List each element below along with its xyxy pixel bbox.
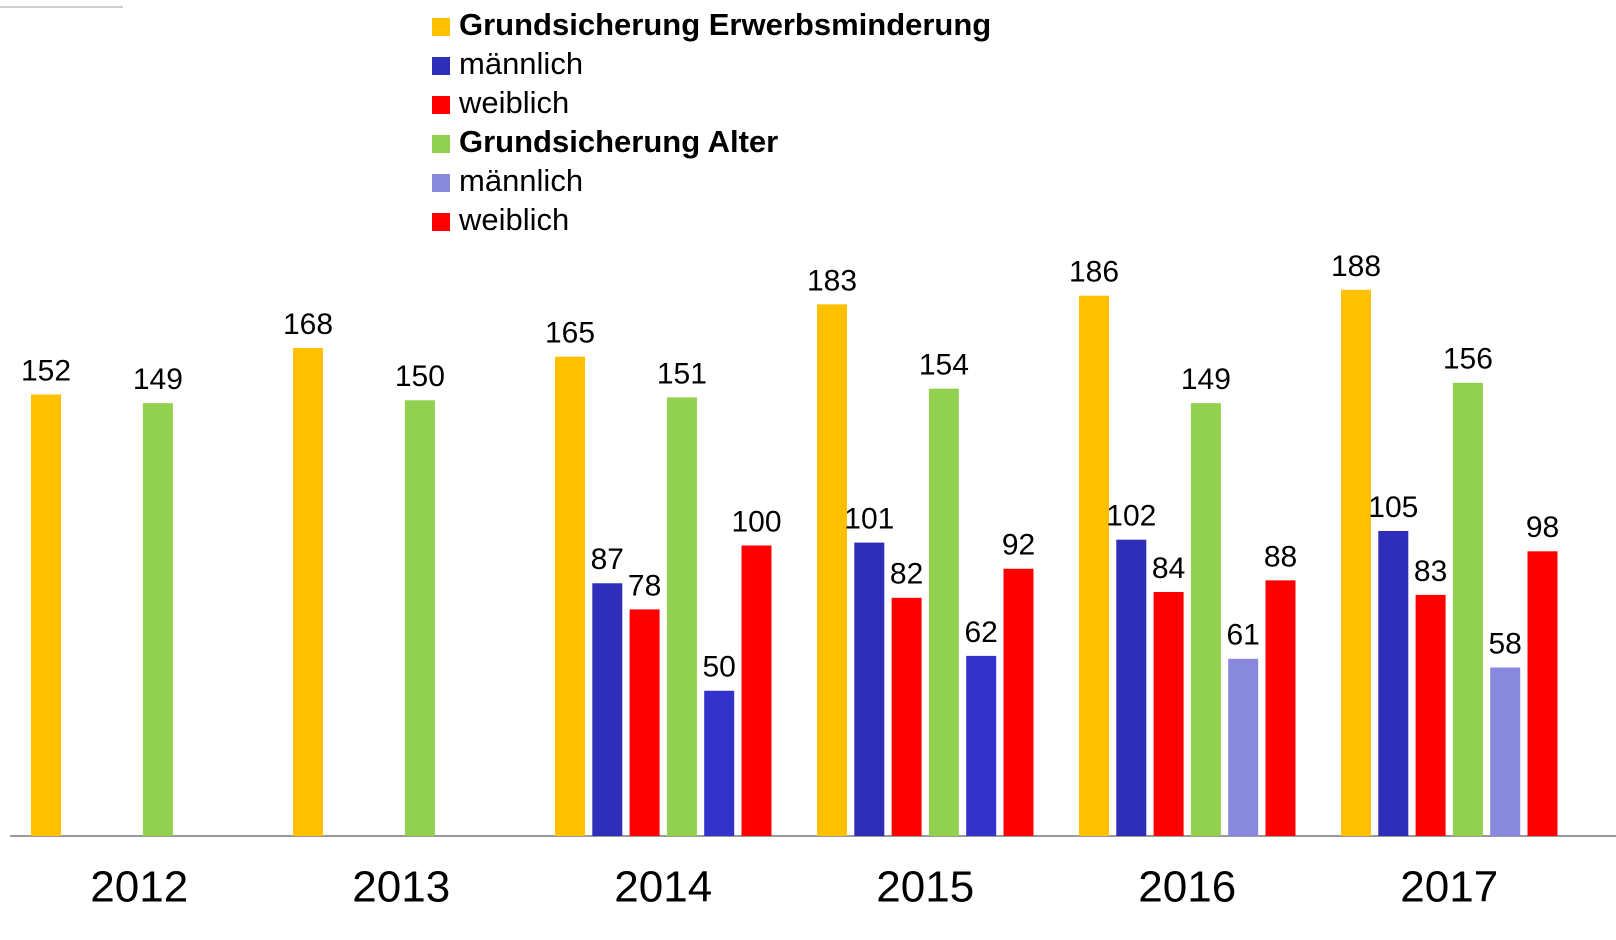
legend-label: Grundsicherung Alter [459,124,778,159]
data-label: 183 [807,264,857,297]
data-label: 102 [1106,500,1156,533]
legend-label: männlich [459,46,583,81]
data-label: 151 [657,357,707,390]
legend-label: weiblich [458,202,569,237]
bar [1190,403,1221,836]
data-label: 186 [1069,256,1119,289]
bar [1116,539,1147,836]
bar [592,583,623,836]
legend-swatch [432,213,450,231]
data-label: 98 [1526,511,1559,544]
bar [1378,530,1409,836]
data-label: 101 [844,503,894,536]
bar [1003,568,1034,836]
bar [928,388,959,836]
bar [1415,594,1446,836]
bar [31,394,61,836]
legend-swatch [432,135,450,153]
data-label: 92 [1002,529,1035,562]
data-label: 188 [1331,250,1381,283]
legend-label: männlich [459,163,583,198]
data-label: 156 [1443,343,1493,376]
legend-swatch [432,96,450,114]
x-tick-label: 2015 [876,863,974,912]
legend-swatch [432,18,450,36]
bar [966,655,997,836]
legend-swatch [432,57,450,75]
legend-swatch [432,174,450,192]
bar [854,542,885,836]
data-label: 149 [133,363,183,396]
data-label: 84 [1152,552,1185,585]
data-label: 152 [21,354,71,387]
bar [142,403,173,836]
data-label: 62 [965,616,998,649]
bar [1153,591,1184,836]
bar [1527,551,1558,836]
bar [1341,289,1371,836]
data-label: 83 [1414,555,1447,588]
bar [293,347,323,836]
x-tick-label: 2016 [1138,863,1236,912]
data-label: 105 [1368,491,1418,524]
bar [741,545,772,836]
bar [629,609,660,836]
data-label: 100 [731,505,781,538]
data-label: 87 [591,543,624,576]
data-label: 50 [703,651,736,684]
data-label: 165 [545,317,595,350]
data-label: 149 [1181,363,1231,396]
bar [704,690,735,836]
x-tick-label: 2013 [352,863,450,912]
data-label: 82 [890,558,923,591]
bar [1265,580,1296,836]
data-label: 154 [919,349,969,382]
x-tick-label: 2012 [90,863,188,912]
bar [555,356,585,836]
bar [891,597,922,836]
bar [1079,295,1109,836]
data-label: 78 [628,569,661,602]
legend-label: weiblich [458,85,569,120]
data-label: 88 [1264,540,1297,573]
bar [1452,382,1483,836]
legend-label: Grundsicherung Erwerbsminderung [459,7,991,42]
data-label: 150 [395,360,445,393]
bar [404,400,435,836]
x-tick-label: 2014 [614,863,712,912]
bar [666,397,697,836]
data-label: 61 [1227,619,1260,652]
data-label: 58 [1489,627,1522,660]
x-tick-label: 2017 [1400,863,1498,912]
bar [817,304,847,836]
bar [1228,658,1259,836]
data-label: 168 [283,308,333,341]
bar [1490,667,1521,836]
